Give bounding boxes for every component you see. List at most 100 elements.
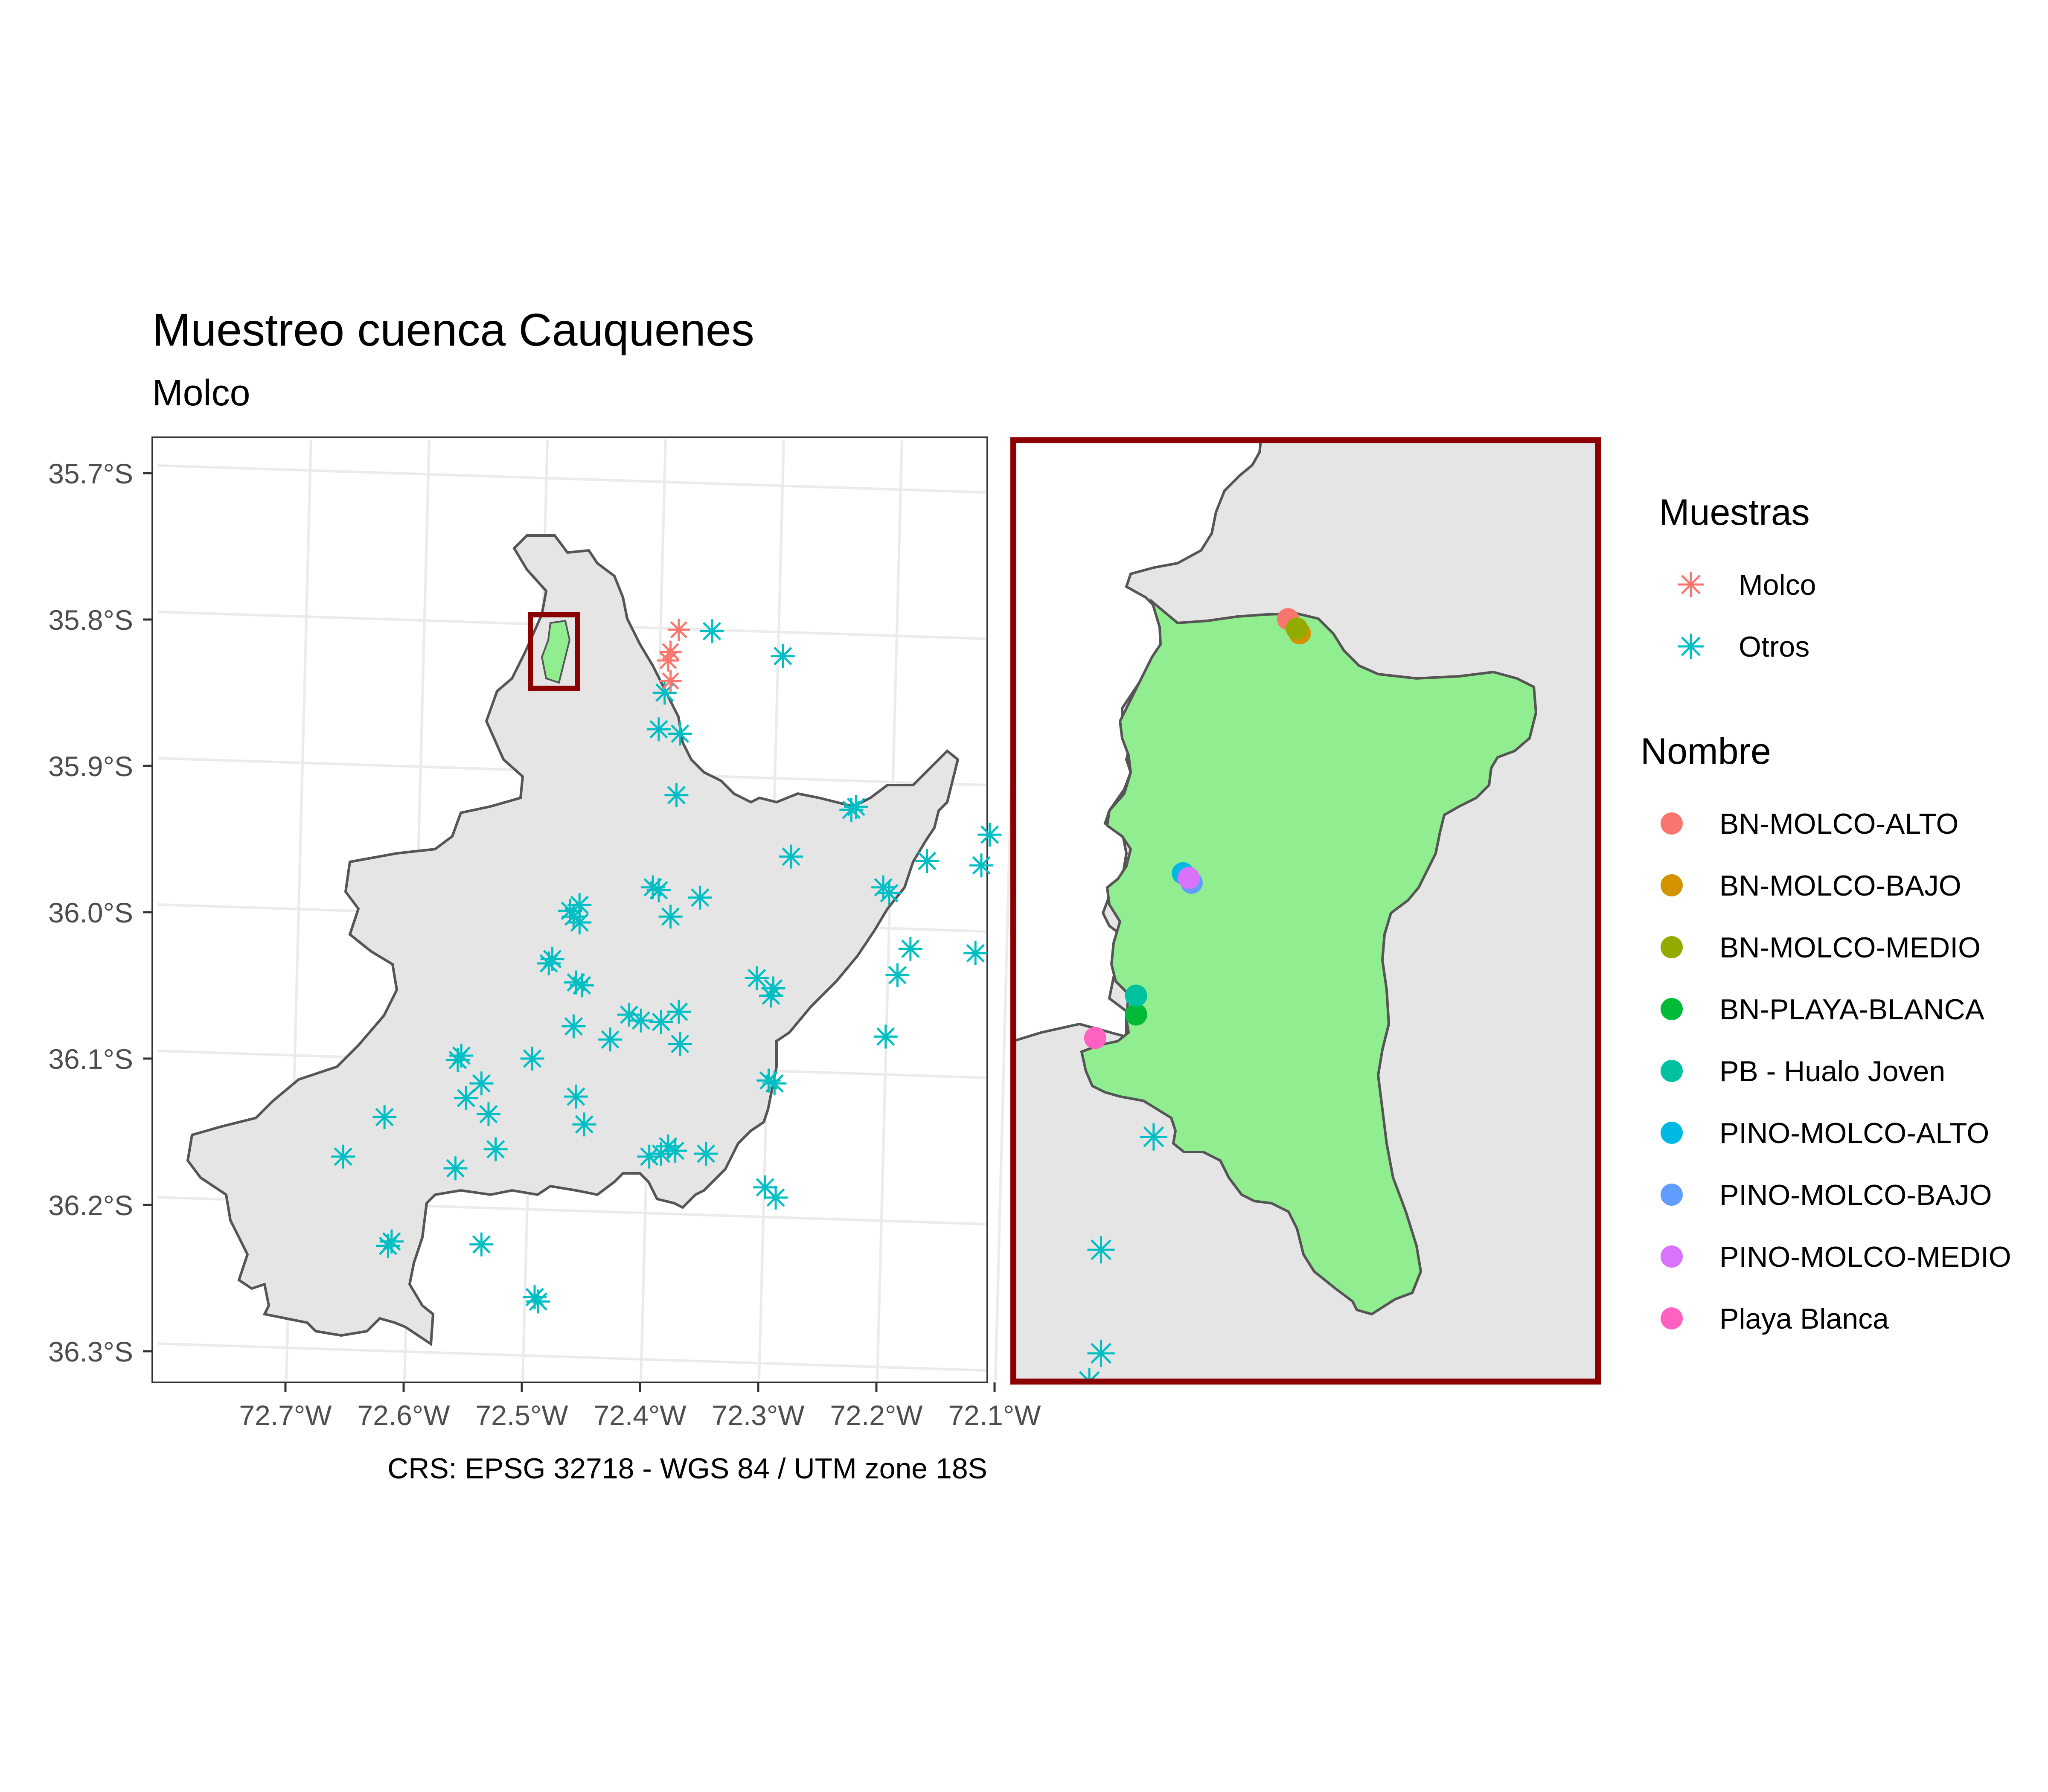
legend-nombre: Nombre BN-MOLCO-ALTO BN-MOLCO-BAJO BN-MOLC… <box>1641 731 2011 1335</box>
otros-sample-point <box>646 878 671 902</box>
otros-sample-point <box>537 951 561 976</box>
inset-sample-pb-hualo-joven <box>1125 984 1147 1007</box>
otros-sample-point <box>572 1112 596 1137</box>
otros-sample-point <box>877 881 901 905</box>
otros-sample-point <box>526 1289 550 1314</box>
legend-nombre-key <box>1661 998 1683 1020</box>
otros-sample-point <box>764 1185 788 1210</box>
legend-muestras-label: Otros <box>1739 631 1809 663</box>
inset-sample-points <box>1076 608 1311 1382</box>
inset-otros-point <box>1140 1123 1167 1151</box>
otros-sample-point <box>520 1047 544 1071</box>
legend-nombre-label: BN-MOLCO-BAJO <box>1719 870 1961 902</box>
otros-sample-point <box>885 963 910 987</box>
y-tick-label: 36.0°S <box>48 897 133 928</box>
y-tick-label: 36.1°S <box>48 1043 133 1075</box>
inset-map-panel <box>1010 437 1601 1385</box>
otros-sample-point <box>762 1071 787 1096</box>
otros-sample-point <box>598 1027 623 1052</box>
main-map-panel: 35.7°S 35.8°S 35.9°S 36.0°S 36.1°S 36.2°S 36.3… <box>48 436 1085 1431</box>
otros-sample-point <box>745 966 769 990</box>
molco-sample-point <box>659 670 682 692</box>
x-tick-label: 72.2°W <box>830 1399 923 1431</box>
legend-nombre-key <box>1661 1307 1683 1329</box>
otros-sample-point <box>898 937 922 961</box>
legend-otros-key <box>1678 634 1704 659</box>
otros-sample-point <box>759 983 783 1008</box>
y-tick-label: 36.3°S <box>48 1336 133 1367</box>
inset-sample-bn-molco-medio <box>1286 617 1308 640</box>
legend-nombre-key <box>1661 1060 1683 1082</box>
inset-otros-point <box>1087 1236 1115 1264</box>
inset-otros-point <box>1076 1368 1103 1382</box>
otros-sample-point <box>779 844 803 869</box>
otros-sample-point <box>649 1010 673 1034</box>
otros-sample-point <box>664 783 689 807</box>
molco-sample-point <box>667 619 690 641</box>
crs-caption: CRS: EPSG 32718 - WGS 84 / UTM zone 18S <box>387 1452 987 1485</box>
otros-sample-point <box>476 1102 500 1126</box>
legend-muestras-title: Muestras <box>1659 492 1810 533</box>
otros-sample-point <box>454 1086 478 1110</box>
legend-nombre-label: PINO-MOLCO-BAJO <box>1719 1179 1992 1211</box>
otros-sample-point <box>658 905 683 929</box>
otros-sample-point <box>376 1234 400 1258</box>
map-subtitle: Molco <box>152 372 250 413</box>
x-tick-label: 72.3°W <box>712 1399 805 1431</box>
y-tick-label: 36.2°S <box>48 1190 133 1221</box>
legend-nombre-key <box>1661 874 1683 896</box>
inset-sample-pino-molco-medio <box>1178 867 1200 889</box>
otros-sample-point <box>668 721 692 746</box>
legend-nombre-label: BN-MOLCO-ALTO <box>1719 808 1958 840</box>
legend-nombre-key <box>1661 1245 1683 1268</box>
legend-muestras-label: Molco <box>1739 569 1816 601</box>
x-tick-label: 72.6°W <box>357 1399 450 1431</box>
legend-nombre-label: PB - Hualo Joven <box>1719 1055 1945 1088</box>
otros-sample-point <box>443 1156 468 1181</box>
map-title: Muestreo cuenca Cauquenes <box>152 304 754 355</box>
otros-sample-point <box>646 717 671 742</box>
otros-sample-point <box>694 1141 718 1166</box>
molco-subbasin-main <box>541 620 571 684</box>
otros-sample-point <box>561 1014 586 1039</box>
otros-sample-point <box>915 849 939 873</box>
otros-sample-point <box>977 823 1002 847</box>
legend-nombre-label: Playa Blanca <box>1719 1303 1889 1335</box>
x-axis: 72.7°W 72.6°W 72.5°W 72.4°W 72.3°W 72.2°W 72.1… <box>239 1382 1041 1431</box>
legend-nombre-label: BN-PLAYA-BLANCA <box>1719 993 1985 1026</box>
x-tick-label: 72.1°W <box>948 1399 1041 1431</box>
inset-frame <box>1010 437 1601 1385</box>
legend-muestras: Muestras Molco Otros <box>1659 492 1816 663</box>
otros-sample-point <box>637 1144 661 1169</box>
otros-sample-point <box>771 644 795 668</box>
legend-nombre-key <box>1661 1122 1683 1144</box>
graticule-lat-line <box>157 464 986 494</box>
otros-sample-point <box>483 1137 508 1161</box>
y-tick-label: 35.7°S <box>48 458 133 489</box>
otros-sample-point <box>469 1232 494 1257</box>
legend-nombre-title: Nombre <box>1641 731 1771 772</box>
otros-sample-point <box>372 1105 397 1129</box>
legend-molco-key <box>1678 572 1704 597</box>
otros-sample-point <box>700 619 724 643</box>
otros-sample-point <box>567 911 592 935</box>
otros-sample-point <box>663 1139 687 1163</box>
otros-sample-point <box>445 1048 470 1072</box>
inset-sample-playa-blanca <box>1084 1027 1106 1049</box>
molco-subbasin <box>1080 598 1538 1316</box>
legend-nombre-label: PINO-MOLCO-MEDIO <box>1719 1241 2011 1273</box>
otros-sample-point <box>564 1085 588 1109</box>
legend-nombre-key <box>1661 812 1683 835</box>
otros-sample-point <box>331 1144 355 1169</box>
otros-sample-point <box>688 885 712 910</box>
y-tick-label: 35.8°S <box>48 604 133 636</box>
sample-points <box>331 619 1085 1314</box>
legend-nombre-label: BN-MOLCO-MEDIO <box>1719 931 1981 964</box>
otros-sample-point <box>969 853 994 878</box>
x-tick-label: 72.5°W <box>475 1399 568 1431</box>
y-tick-label: 35.9°S <box>48 751 133 782</box>
otros-sample-point <box>469 1071 494 1096</box>
graticule-lon-line <box>876 439 903 1381</box>
legend-nombre-key <box>1661 1184 1683 1206</box>
